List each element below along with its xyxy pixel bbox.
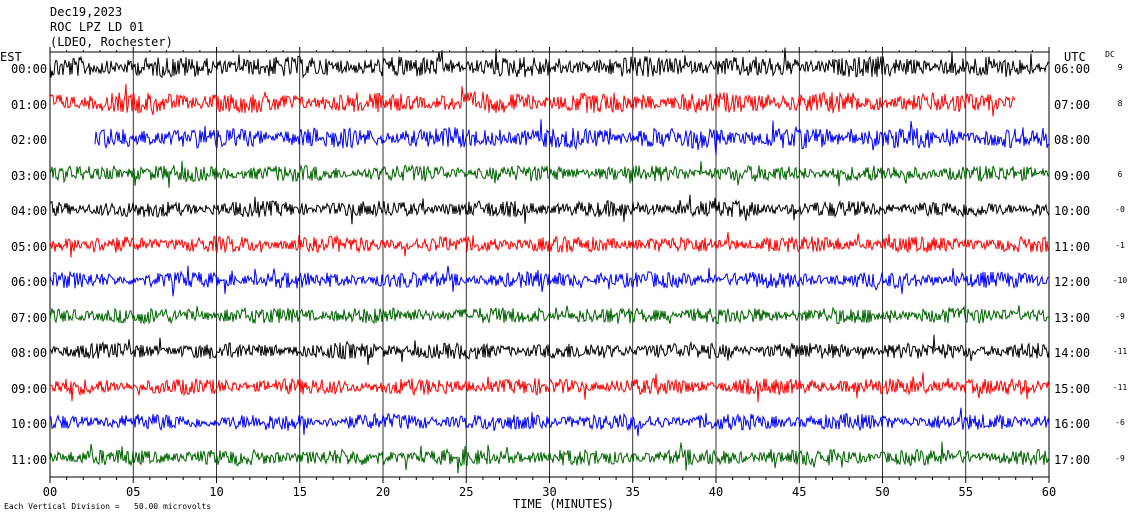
vertical-scale-note: Each Vertical Division = 50.00 microvolt…	[4, 502, 212, 511]
row-label-utc: 12:00	[1054, 275, 1091, 289]
x-tick-label: 50	[875, 485, 890, 499]
trace-line-1000	[49, 407, 1050, 437]
trace-line-0600	[49, 265, 1050, 297]
row-label-utc: 13:00	[1054, 310, 1091, 325]
trace-line-1100	[49, 441, 1050, 474]
x-tick-label: 55	[958, 485, 973, 499]
x-tick-label: 25	[459, 485, 474, 499]
row-label-utc: 15:00	[1054, 381, 1091, 396]
row-label-est: 07:00	[11, 310, 48, 325]
row-label-est: 01:00	[11, 97, 48, 112]
row-label-dc: -9	[1115, 453, 1125, 463]
row-label-dc: -10	[1112, 276, 1128, 285]
row-label-dc: 9	[1117, 63, 1123, 72]
row-label-est: 10:00	[11, 417, 48, 431]
x-axis-label: TIME (MINUTES)	[513, 497, 615, 511]
row-label-utc: 11:00	[1054, 239, 1091, 254]
row-label-utc: 09:00	[1054, 168, 1091, 183]
x-tick-label: 45	[792, 485, 807, 499]
trace-line-0800	[49, 334, 1050, 365]
row-label-est: 05:00	[11, 239, 48, 254]
right-timezone-label: UTC	[1064, 50, 1086, 64]
trace-line-0900	[49, 372, 1050, 403]
chart-date: Dec19,2023	[50, 5, 123, 19]
row-label-est: 11:00	[11, 452, 48, 467]
row-label-est: 06:00	[11, 275, 48, 289]
row-label-dc: -9	[1115, 311, 1125, 321]
row-label-est: 08:00	[11, 346, 48, 360]
trace-line-0500	[49, 232, 1050, 258]
chart-network: (LDEO, Rochester)	[50, 35, 173, 49]
x-tick-label: 20	[375, 485, 391, 499]
row-label-utc: 10:00	[1054, 204, 1091, 218]
x-tick-label: 05	[126, 485, 141, 499]
row-label-utc: 07:00	[1054, 97, 1091, 112]
trace-line-0300	[49, 160, 1050, 188]
row-label-utc: 17:00	[1054, 452, 1091, 467]
x-tick-label: 15	[292, 485, 307, 499]
trace-line-0100	[49, 83, 1016, 117]
row-label-utc: 16:00	[1054, 417, 1091, 431]
row-label-est: 00:00	[11, 62, 48, 76]
x-tick-label: 35	[625, 485, 640, 499]
row-label-dc: 6	[1117, 169, 1123, 179]
trace-line-0700	[49, 305, 1050, 325]
row-label-dc: -0	[1115, 205, 1125, 214]
dc-header-label: DC	[1105, 50, 1115, 59]
row-label-utc: 08:00	[1054, 133, 1091, 147]
row-label-est: 04:00	[11, 204, 48, 218]
row-label-dc: -11	[1112, 347, 1128, 356]
row-label-est: 02:00	[11, 133, 48, 147]
trace-line-0400	[49, 194, 1050, 225]
x-tick-label: 30	[542, 485, 557, 499]
trace-line-0000	[49, 47, 1050, 79]
chart-station: ROC LPZ LD 01	[50, 20, 144, 34]
row-label-utc: 06:00	[1054, 62, 1091, 76]
x-tick-label: 00	[42, 485, 58, 499]
row-label-utc: 14:00	[1054, 346, 1091, 360]
row-label-dc: -11	[1112, 382, 1128, 392]
x-tick-label: 10	[209, 485, 224, 499]
left-timezone-label: EST	[0, 50, 22, 64]
row-label-dc: 8	[1117, 98, 1123, 108]
row-label-est: 03:00	[11, 168, 48, 183]
trace-line-0200	[94, 119, 1050, 156]
row-label-dc: -6	[1115, 418, 1125, 427]
row-label-est: 09:00	[11, 381, 48, 396]
x-tick-label: 40	[708, 485, 724, 499]
row-label-dc: -1	[1115, 240, 1125, 250]
x-tick-label: 60	[1041, 485, 1057, 499]
